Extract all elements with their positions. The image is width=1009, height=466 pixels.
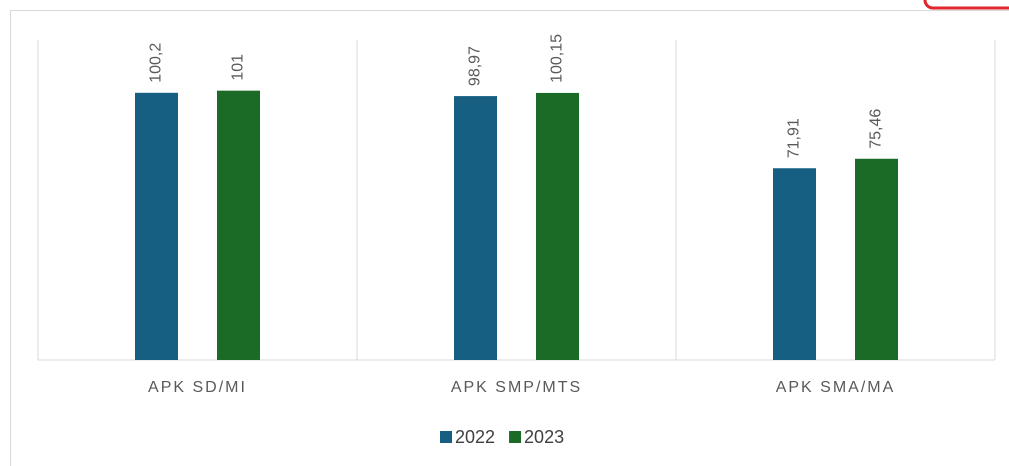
corner-badge: [923, 0, 1009, 10]
legend-swatch: [440, 431, 452, 443]
bar: [773, 168, 816, 360]
x-tick-label: APK SD/MI: [148, 379, 247, 396]
data-label: 101: [230, 54, 247, 81]
x-tick-label: APK SMA/MA: [776, 379, 896, 396]
bar: [454, 96, 497, 360]
x-tick-label: APK SMP/MTS: [451, 379, 582, 396]
data-label: 71,91: [786, 118, 803, 158]
legend-label: 2022: [455, 427, 495, 447]
data-label: 75,46: [868, 109, 885, 149]
data-label: 98,97: [467, 46, 484, 86]
data-label: 100,15: [549, 34, 566, 83]
bar: [536, 92, 579, 360]
bar: [217, 90, 260, 361]
legend-label: 2023: [524, 427, 564, 447]
bar: [135, 92, 178, 361]
bar: [855, 158, 898, 360]
legend-swatch: [509, 431, 522, 443]
data-label: 100,2: [148, 43, 165, 83]
